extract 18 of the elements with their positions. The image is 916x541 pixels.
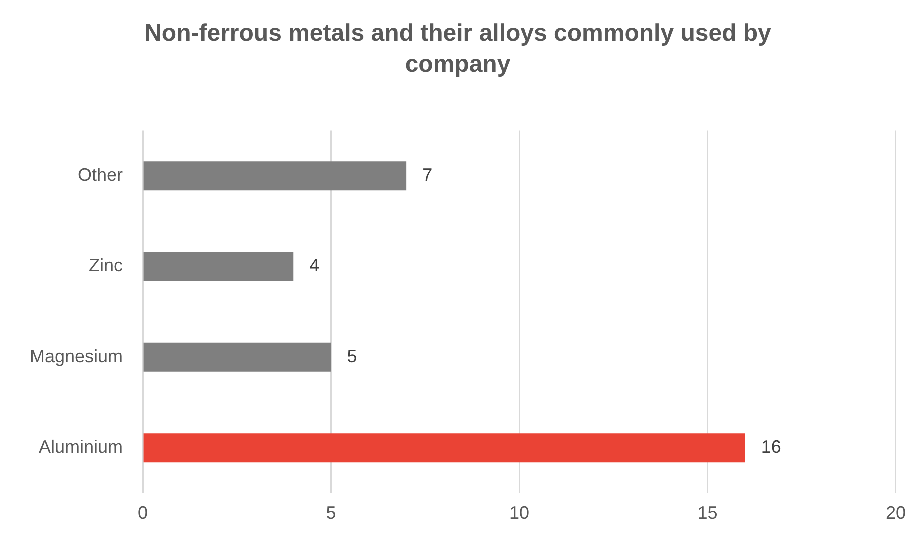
bar: [144, 434, 746, 463]
x-tick-label: 5: [326, 503, 336, 524]
y-tick-label: Zinc: [89, 256, 124, 276]
x-tick-label: 0: [138, 503, 148, 524]
bar: [144, 252, 294, 282]
chart-title: Non-ferrous metals and their alloys commonly used by company: [144, 19, 772, 80]
data-label: 7: [422, 165, 433, 186]
data-label: 4: [310, 256, 320, 276]
bar: [144, 342, 332, 372]
y-tick-label: Aluminium: [39, 437, 124, 458]
data-label: 5: [347, 346, 358, 366]
y-tick-label: Other: [78, 165, 124, 186]
y-tick-label: Magnesium: [30, 346, 124, 366]
x-tick-label: 15: [698, 503, 718, 524]
data-label: 16: [761, 437, 782, 458]
x-tick-label: 10: [510, 503, 530, 524]
x-tick-label: 20: [886, 503, 906, 524]
bar: [144, 162, 407, 191]
